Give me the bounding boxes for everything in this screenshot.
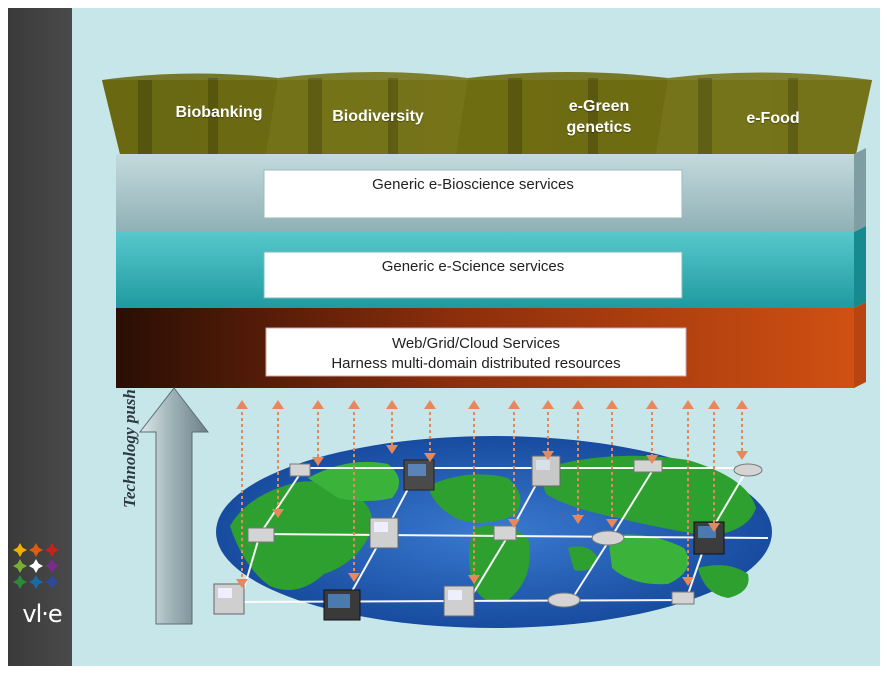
disk-node-icon [591, 530, 625, 546]
arrowhead-down-icon [468, 575, 480, 584]
arrowhead-down-icon [386, 445, 398, 454]
desktop-node-icon [247, 527, 275, 543]
bioscience-services-label: Generic e-Bioscience services [372, 176, 574, 193]
diagram-canvas: vl·e [8, 8, 880, 666]
desktop-node-icon [671, 591, 695, 605]
arrowhead-up-icon [272, 400, 284, 409]
logo-star-icon [45, 575, 59, 589]
server-node-icon [403, 459, 435, 491]
arrowhead-down-icon [236, 579, 248, 588]
desktop-node-icon [633, 459, 663, 473]
grid-services-label: Web/Grid/Cloud Services Harness multi-do… [266, 334, 686, 374]
arrowhead-down-icon [312, 457, 324, 466]
arrowhead-up-icon [708, 400, 720, 409]
domain-label-biodiversity: Biodiversity [332, 108, 424, 125]
logo-star-icon [29, 543, 43, 557]
arrowhead-up-icon [236, 400, 248, 409]
logo-star-icon [13, 575, 27, 589]
arrowhead-up-icon [572, 400, 584, 409]
arrowhead-down-icon [542, 451, 554, 460]
domain-label-e-green-line2: genetics [566, 119, 632, 136]
arrowhead-down-icon [736, 451, 748, 460]
arrowhead-up-icon [424, 400, 436, 409]
server-node-icon [531, 455, 561, 487]
logo-star-icon [29, 575, 43, 589]
arrowhead-up-icon [348, 400, 360, 409]
desktop-node-icon [289, 463, 311, 477]
escience-layer [116, 226, 866, 308]
grid-layer [116, 302, 866, 388]
arrowhead-up-icon [682, 400, 694, 409]
arrowhead-up-icon [736, 400, 748, 409]
grid-services-line2: Harness multi-domain distributed resourc… [331, 355, 621, 372]
arrowhead-down-icon [272, 509, 284, 518]
arrowhead-down-icon [424, 453, 436, 462]
server-node-icon [693, 521, 725, 555]
escience-services-label: Generic e-Science services [381, 258, 565, 275]
logo-star-icon [13, 543, 27, 557]
arrowhead-up-icon [606, 400, 618, 409]
arrowhead-up-icon [646, 400, 658, 409]
technology-push-arrow [138, 387, 210, 625]
disk-node-icon [733, 463, 763, 477]
architecture-diagram [102, 72, 872, 628]
arrowhead-up-icon [508, 400, 520, 409]
technology-push-label: Technology push [120, 389, 139, 508]
logo-star-icon [45, 543, 59, 557]
server-node-icon [443, 585, 475, 617]
arrowhead-down-icon [572, 515, 584, 524]
desktop-node-icon [493, 525, 517, 541]
arrowhead-up-icon [468, 400, 480, 409]
domain-label-biobanking: Biobanking [175, 104, 263, 121]
grid-services-line1: Web/Grid/Cloud Services [391, 335, 561, 352]
brand-sidebar: vl·e [8, 8, 72, 666]
connection-arrows [236, 400, 748, 588]
arrowhead-up-icon [542, 400, 554, 409]
server-node-icon [213, 583, 245, 615]
vle-logo-text: vl·e [22, 600, 62, 628]
logo-star-icon [29, 559, 43, 573]
domain-label-e-food: e-Food [746, 110, 800, 127]
arrowhead-down-icon [606, 519, 618, 528]
domain-band [102, 72, 872, 157]
domain-label-e-green: e-Green genetics [534, 96, 664, 138]
logo-star-icon [13, 559, 27, 573]
arrowhead-up-icon [312, 400, 324, 409]
arrowhead-down-icon [646, 455, 658, 464]
server-node-icon [369, 517, 399, 549]
logo-star-icon [45, 559, 59, 573]
arrowhead-down-icon [708, 523, 720, 532]
arrowhead-up-icon [386, 400, 398, 409]
bioscience-layer [116, 148, 866, 232]
vle-logo-icon [13, 543, 59, 589]
server-node-icon [323, 589, 361, 621]
arrowhead-down-icon [348, 573, 360, 582]
arrowhead-down-icon [682, 577, 694, 586]
disk-node-icon [547, 592, 581, 608]
arrowhead-down-icon [508, 519, 520, 528]
domain-label-e-green-line1: e-Green [568, 98, 630, 115]
